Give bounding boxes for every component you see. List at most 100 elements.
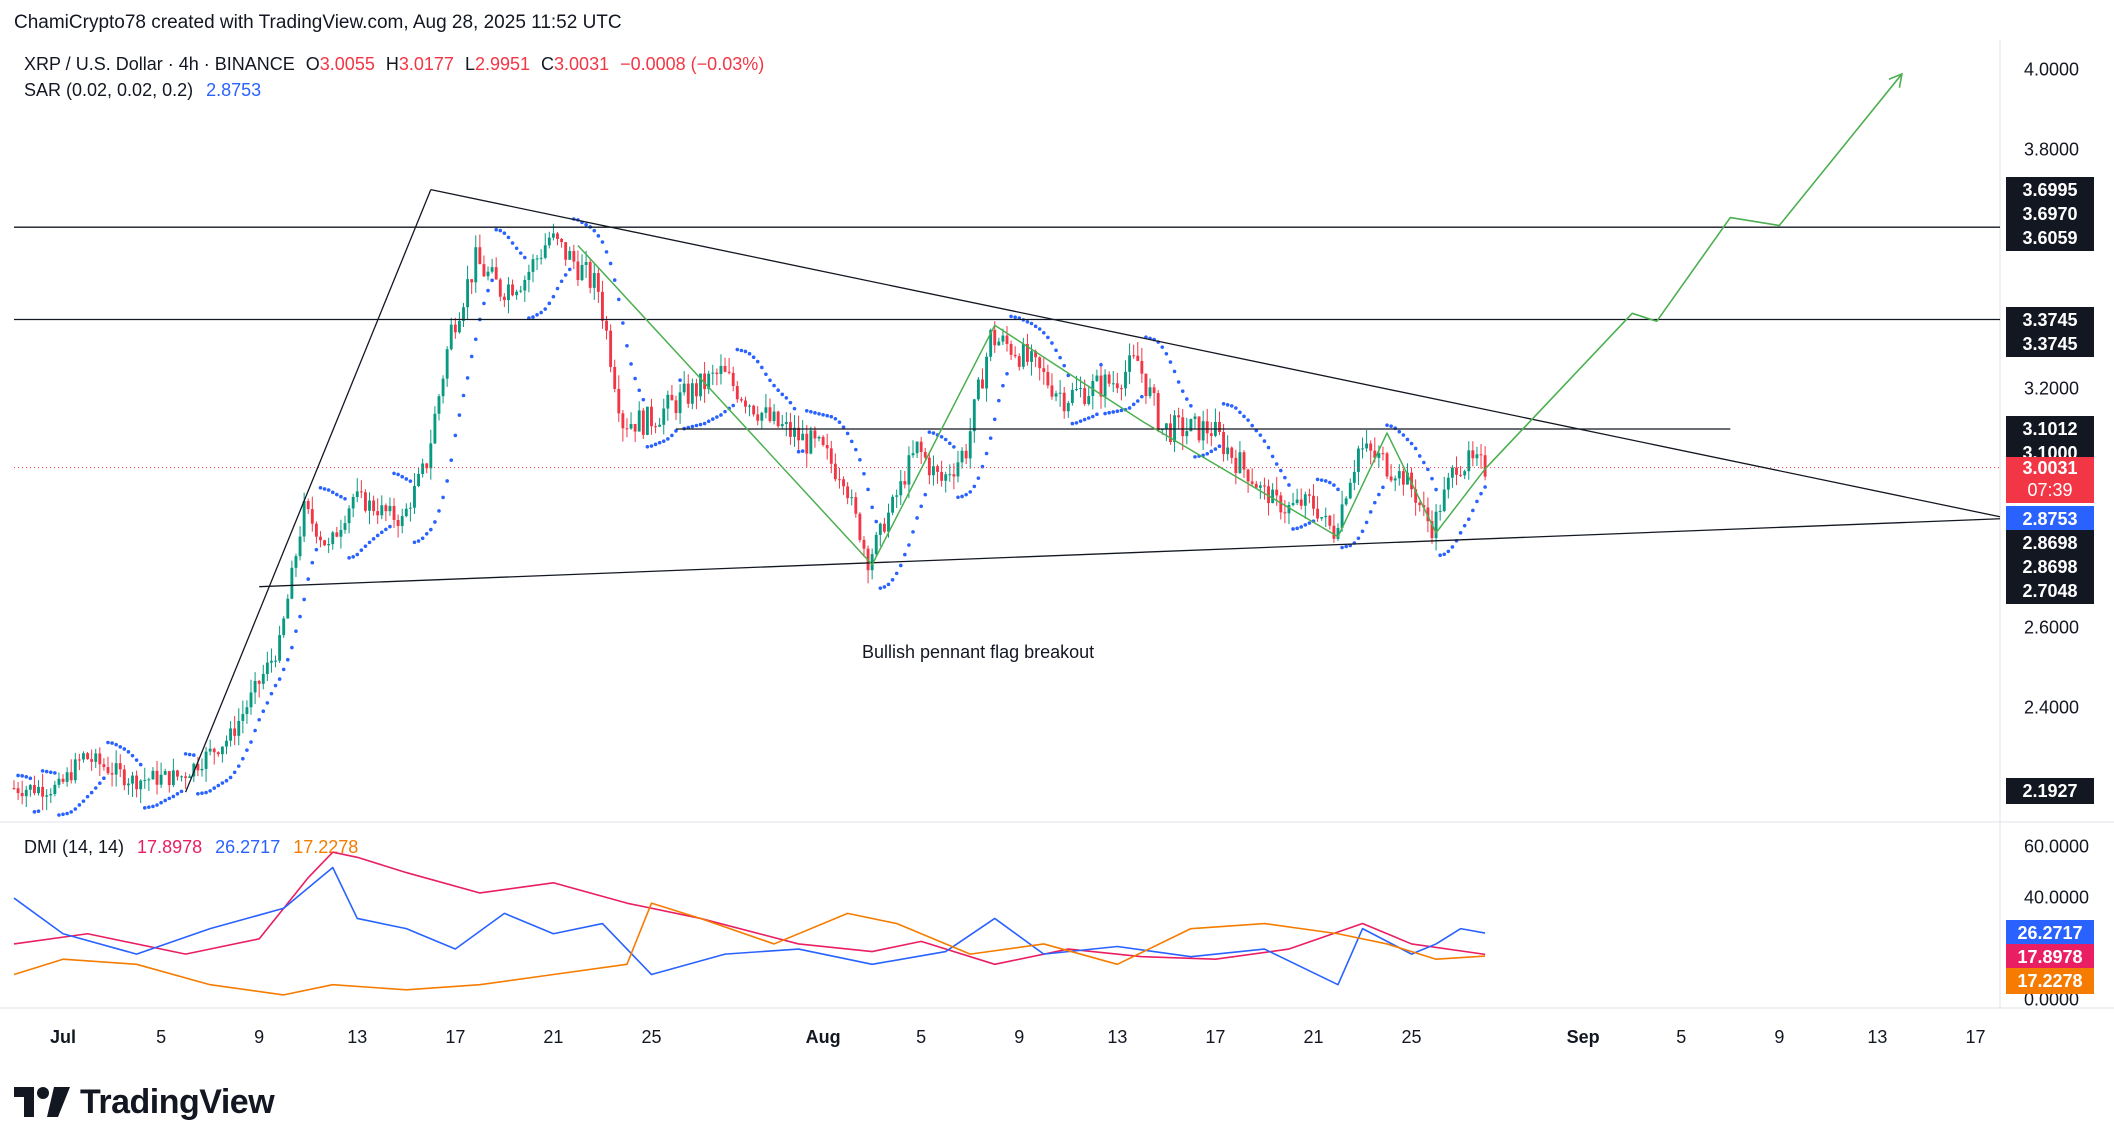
candle-body <box>576 261 580 280</box>
candle-body <box>511 284 514 296</box>
sar-dot <box>40 769 45 773</box>
candle-body <box>1450 467 1454 478</box>
sar-dot <box>1135 399 1140 403</box>
sar-dot <box>285 657 290 662</box>
candle-body <box>159 774 163 785</box>
candle-body <box>28 785 32 790</box>
sar-dot <box>1405 437 1410 442</box>
sar-dot <box>261 709 266 714</box>
sar-dot <box>298 614 302 619</box>
candle-body <box>1115 383 1119 389</box>
candle-body <box>539 257 543 259</box>
candle-body <box>437 396 441 414</box>
candle-body <box>1303 494 1307 506</box>
candle-body <box>580 264 584 280</box>
sar-dot <box>490 278 494 283</box>
sar-dot <box>1119 408 1124 413</box>
candle-body <box>715 372 719 375</box>
level-price-tag: 2.1927 <box>2006 777 2094 804</box>
candle-body <box>413 485 416 508</box>
candle-body <box>1005 335 1009 344</box>
sar-dot <box>486 288 490 293</box>
high-label: H <box>385 54 399 74</box>
candle-body <box>1205 421 1209 434</box>
candle-body <box>323 540 326 546</box>
sar-dot <box>473 337 478 342</box>
sar-dot <box>1381 485 1385 490</box>
sar-dot <box>433 520 437 524</box>
sar-dot <box>870 505 874 510</box>
candle-body <box>286 598 290 619</box>
candle-body <box>797 427 801 441</box>
sar-dot <box>894 571 899 576</box>
candle-body <box>204 751 208 769</box>
candle-body <box>903 481 907 485</box>
candle-body <box>478 247 482 265</box>
dmi-axis-tick: 0.0000 <box>2024 989 2080 1010</box>
sar-dot <box>1475 499 1479 504</box>
candle-body <box>184 776 188 778</box>
sar-dot <box>1258 433 1263 437</box>
candle-body <box>453 324 457 333</box>
candle-body <box>1021 343 1025 367</box>
candle-body <box>523 279 527 291</box>
candle-body <box>674 400 678 414</box>
bar-countdown: 07:39 <box>2027 479 2073 500</box>
candle-body <box>1046 371 1050 386</box>
candle-body <box>474 247 478 283</box>
sar-dot <box>142 806 147 810</box>
candle-body <box>564 242 568 260</box>
candle-body <box>57 778 61 785</box>
sar-dot <box>653 442 658 447</box>
candle-body <box>122 769 126 786</box>
candle-body <box>41 786 45 797</box>
sar-dot <box>130 753 135 758</box>
sar-dot <box>866 487 870 492</box>
sar-dot <box>1458 531 1463 535</box>
candle-body <box>976 379 980 400</box>
sar-dot <box>363 544 368 548</box>
sar-dot <box>1111 410 1116 414</box>
sar-dot <box>768 378 772 383</box>
candle-body <box>842 479 845 487</box>
sar-dot <box>743 349 748 354</box>
candle-body <box>1340 504 1344 528</box>
candle-body <box>1181 417 1185 437</box>
sar-dot <box>1209 449 1214 454</box>
candle-body <box>1107 374 1111 384</box>
tradingview-logo[interactable]: TradingView <box>14 1080 275 1124</box>
time-axis-tick: 9 <box>1774 1027 1785 1047</box>
candle-body <box>735 386 739 400</box>
candle-body <box>282 618 286 636</box>
sar-dot <box>919 504 923 509</box>
sar-dot <box>604 250 609 254</box>
candle-body <box>298 536 302 557</box>
candle-body <box>86 753 89 760</box>
candle-body <box>1258 485 1262 488</box>
candle-body <box>372 500 376 512</box>
level-price-tag: 2.8698 <box>2006 553 2094 580</box>
candle-body <box>392 505 396 520</box>
candle-body <box>1336 527 1340 539</box>
sar-dot <box>723 409 727 414</box>
level-price-tag: 2.8698 <box>2006 529 2094 556</box>
sar-dot <box>1217 444 1222 449</box>
candle-body <box>654 426 657 428</box>
sar-dot <box>1164 351 1169 356</box>
sar-dot <box>494 227 498 232</box>
sar-dot <box>355 552 360 557</box>
candle-body <box>212 748 216 753</box>
tradingview-icon <box>14 1087 70 1117</box>
sar-dot <box>862 472 866 476</box>
candle-body <box>1148 387 1152 397</box>
sar-dot <box>976 476 981 480</box>
candle-body <box>45 795 49 797</box>
sar-dot <box>273 683 278 688</box>
candle-body <box>1475 454 1479 459</box>
attribution-text: ChamiCrypto78 created with TradingView.c… <box>14 12 622 33</box>
sar-dot <box>302 597 306 602</box>
sar-dot <box>813 411 817 415</box>
candle-body <box>838 479 841 481</box>
sar-dot <box>890 578 895 582</box>
